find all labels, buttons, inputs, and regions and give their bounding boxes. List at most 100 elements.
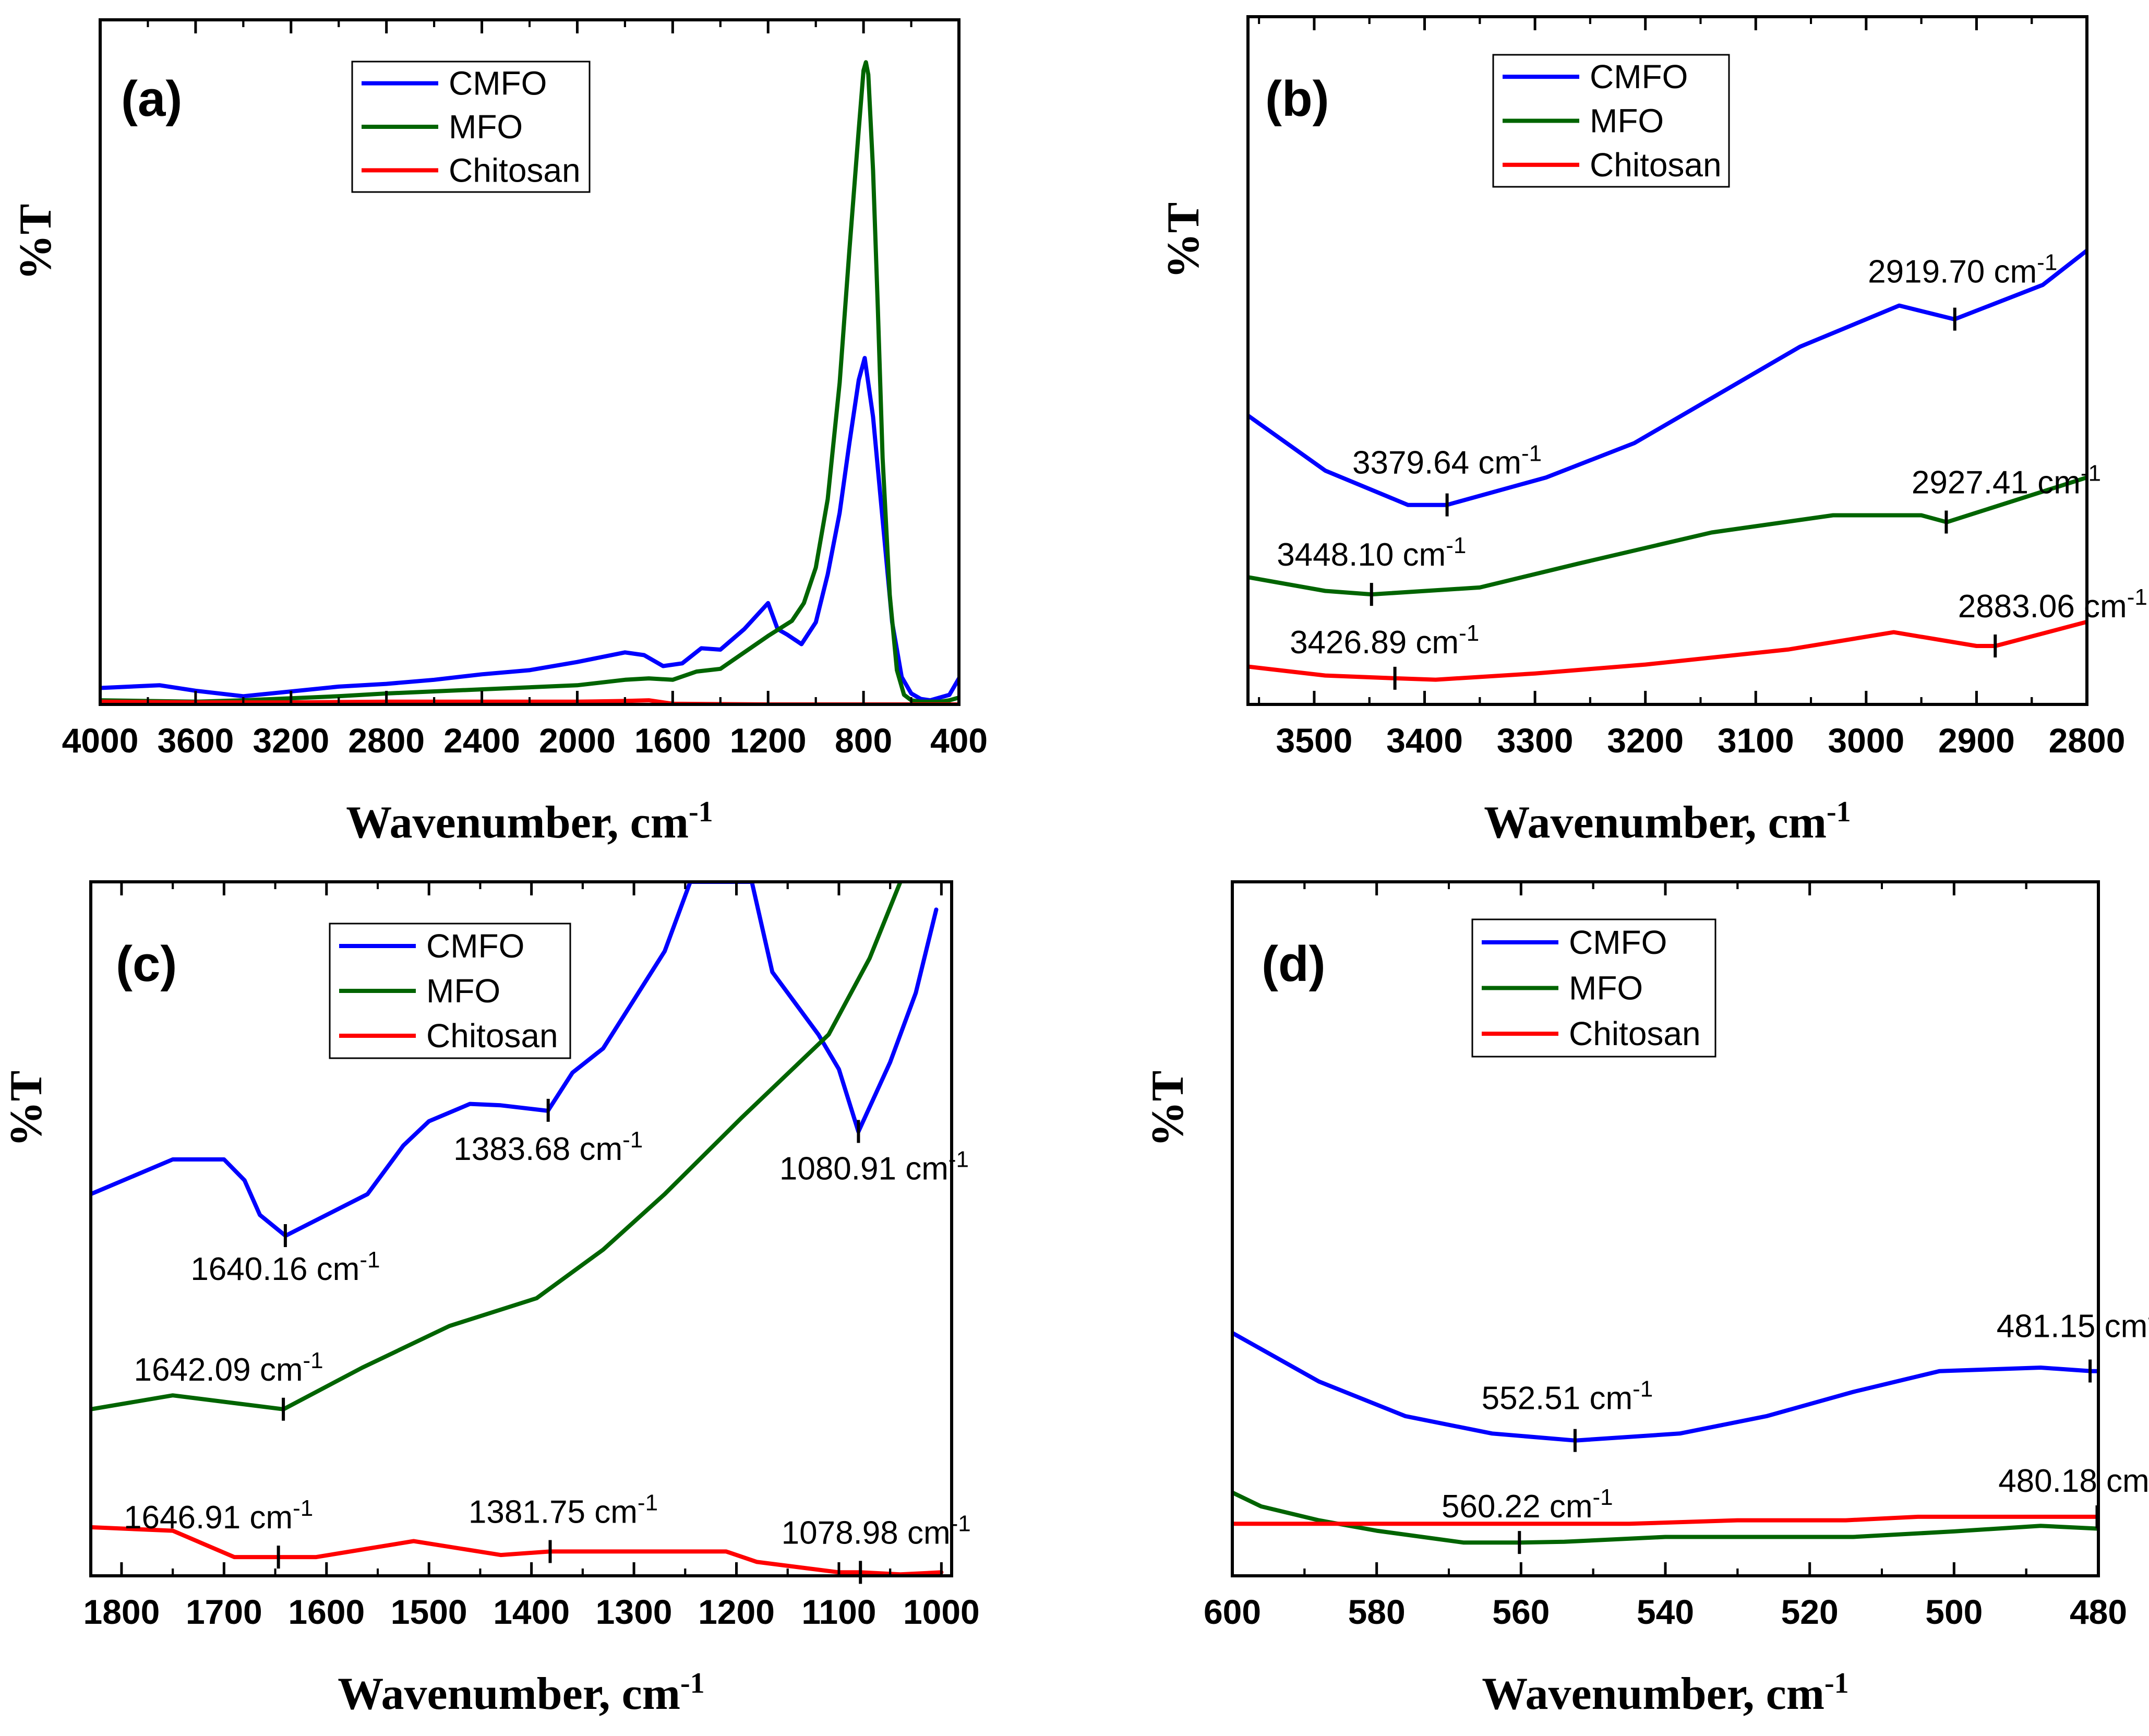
peak-label: 481.15 cm-1 bbox=[1997, 1304, 2149, 1345]
series-line-mfo bbox=[1232, 1490, 2098, 1545]
x-tick-label: 1600 bbox=[634, 721, 711, 760]
peak-label: 1078.98 cm-1 bbox=[782, 1511, 971, 1551]
series-line-chitosan bbox=[91, 1525, 944, 1576]
series-group bbox=[1248, 248, 2087, 682]
legend-label-cmfo: CMFO bbox=[1569, 924, 1667, 961]
legend-label-cmfo: CMFO bbox=[449, 65, 547, 102]
chart-panel-b: 3500 3400 3300 3200 3100 3000 2900 2800 Wavenumb… bbox=[1158, 15, 2147, 848]
x-tick-label: 1700 bbox=[186, 1593, 262, 1631]
series-group bbox=[1232, 1331, 2098, 1545]
chart-panel-c: 1800 1700 1600 1500 1400 1300 1200 1100 1000 Wave… bbox=[1, 880, 980, 1719]
legend-label-chitosan: Chitosan bbox=[449, 151, 581, 189]
x-tick-label: 3200 bbox=[253, 721, 329, 760]
x-tick-label: 1200 bbox=[698, 1593, 775, 1631]
legend: CMFO MFO Chitosan bbox=[329, 923, 571, 1059]
peak-label: 1381.75 cm-1 bbox=[469, 1490, 658, 1530]
x-tick-label: 4000 bbox=[62, 721, 139, 760]
peak-label: 1383.68 cm-1 bbox=[453, 1127, 643, 1167]
series-line-mfo bbox=[91, 882, 903, 1411]
x-tick-label: 1100 bbox=[801, 1593, 876, 1631]
panel-label: (d) bbox=[1262, 936, 1326, 992]
y-axis-label: %T bbox=[1143, 1071, 1193, 1147]
peak-label: 1080.91 cm-1 bbox=[779, 1146, 969, 1187]
x-tick-label: 500 bbox=[1925, 1593, 1983, 1631]
peak-label: 3448.10 cm-1 bbox=[1277, 533, 1466, 573]
x-tick-label: 400 bbox=[930, 721, 988, 760]
peak-label: 560.22 cm-1 bbox=[1442, 1484, 1613, 1525]
panel-label: (b) bbox=[1265, 71, 1329, 127]
y-axis-label: %T bbox=[10, 204, 61, 281]
panel-label: (c) bbox=[116, 936, 177, 992]
series-line-cmfo bbox=[91, 882, 939, 1238]
x-tick-label: 2800 bbox=[2049, 721, 2126, 760]
x-axis-label: Wavenumber, cm-1 bbox=[1484, 796, 1851, 848]
x-tick-label: 3500 bbox=[1276, 721, 1353, 760]
x-tick-label: 1800 bbox=[83, 1593, 160, 1631]
x-tick-label: 1500 bbox=[391, 1593, 467, 1631]
x-tick-label: 480 bbox=[2070, 1593, 2127, 1631]
plot-frame bbox=[1246, 15, 2088, 706]
legend: CMFO MFO Chitosan bbox=[351, 61, 591, 193]
legend-label-chitosan: Chitosan bbox=[426, 1017, 558, 1055]
x-tick-label: 540 bbox=[1637, 1593, 1694, 1631]
x-tick-label: 580 bbox=[1348, 1593, 1406, 1631]
legend-label-mfo: MFO bbox=[1590, 102, 1664, 140]
x-tick-label: 520 bbox=[1781, 1593, 1839, 1631]
x-axis-label: Wavenumber, cm-1 bbox=[346, 796, 713, 848]
x-tick-label: 2800 bbox=[348, 721, 425, 760]
legend: CMFO MFO Chitosan bbox=[1471, 918, 1716, 1058]
x-tick-label: 1400 bbox=[493, 1593, 570, 1631]
panel-label: (a) bbox=[121, 71, 182, 127]
legend-label-mfo: MFO bbox=[449, 108, 523, 146]
x-tick-label: 560 bbox=[1492, 1593, 1550, 1631]
x-tick-label: 3100 bbox=[1718, 721, 1794, 760]
x-tick-label: 1000 bbox=[903, 1593, 980, 1631]
peak-label: 2919.70 cm-1 bbox=[1868, 249, 2057, 290]
legend-label-mfo: MFO bbox=[426, 972, 500, 1010]
series-line-chitosan bbox=[1232, 1514, 2098, 1526]
legend-label-cmfo: CMFO bbox=[1590, 58, 1688, 95]
legend-label-cmfo: CMFO bbox=[426, 927, 524, 965]
x-axis-label: Wavenumber, cm-1 bbox=[338, 1667, 704, 1719]
series-line-chitosan bbox=[1248, 619, 2087, 682]
plot-frame bbox=[89, 880, 953, 1577]
x-tick-label: 2000 bbox=[539, 721, 616, 760]
peak-label: 2883.06 cm-1 bbox=[1958, 584, 2147, 625]
peak-label: 3379.64 cm-1 bbox=[1352, 440, 1542, 481]
x-tick-label: 1600 bbox=[288, 1593, 365, 1631]
x-tick-label: 2900 bbox=[1938, 721, 2015, 760]
x-axis-label: Wavenumber, cm-1 bbox=[1482, 1667, 1848, 1719]
series-group bbox=[100, 60, 959, 704]
series-line-cmfo bbox=[1248, 248, 2087, 507]
series-line-cmfo bbox=[1232, 1331, 2098, 1443]
x-tick-label: 1200 bbox=[730, 721, 807, 760]
chart-panel-d: 600 580 560 540 520 500 480 Wavenumber, cm-1 %T (… bbox=[1143, 880, 2149, 1719]
x-tick-label: 3300 bbox=[1497, 721, 1574, 760]
x-tick-label: 1300 bbox=[596, 1593, 673, 1631]
x-tick-label: 3400 bbox=[1386, 721, 1463, 760]
peak-label: 1642.09 cm-1 bbox=[134, 1347, 323, 1388]
x-tick-label: 3000 bbox=[1828, 721, 1904, 760]
series-line-cmfo bbox=[100, 356, 959, 703]
x-tick-label: 800 bbox=[835, 721, 892, 760]
peak-label: 1640.16 cm-1 bbox=[190, 1247, 380, 1288]
y-axis-label: %T bbox=[1, 1071, 52, 1147]
peak-label: 1646.91 cm-1 bbox=[124, 1495, 313, 1536]
x-tick-label: 3200 bbox=[1607, 721, 1684, 760]
peak-label: 480.18 cm-1 bbox=[1998, 1458, 2149, 1499]
peak-label: 552.51 cm-1 bbox=[1482, 1376, 1653, 1417]
y-axis-label: %T bbox=[1158, 202, 1209, 279]
series-line-chitosan bbox=[100, 698, 959, 704]
peak-label: 3426.89 cm-1 bbox=[1290, 620, 1479, 661]
legend-label-chitosan: Chitosan bbox=[1590, 146, 1722, 184]
chart-panel-a: 4000 3600 3200 2800 2400 2000 1600 1200 800 400 Wa… bbox=[10, 18, 988, 848]
x-tick-label: 3600 bbox=[157, 721, 234, 760]
legend-label-chitosan: Chitosan bbox=[1569, 1015, 1701, 1052]
legend: CMFO MFO Chitosan bbox=[1492, 54, 1730, 188]
x-tick-label: 2400 bbox=[443, 721, 520, 760]
peak-label: 2927.41 cm-1 bbox=[1912, 460, 2101, 501]
x-tick-label: 600 bbox=[1204, 1593, 1261, 1631]
legend-label-mfo: MFO bbox=[1569, 969, 1643, 1007]
series-line-mfo bbox=[1248, 475, 2087, 597]
